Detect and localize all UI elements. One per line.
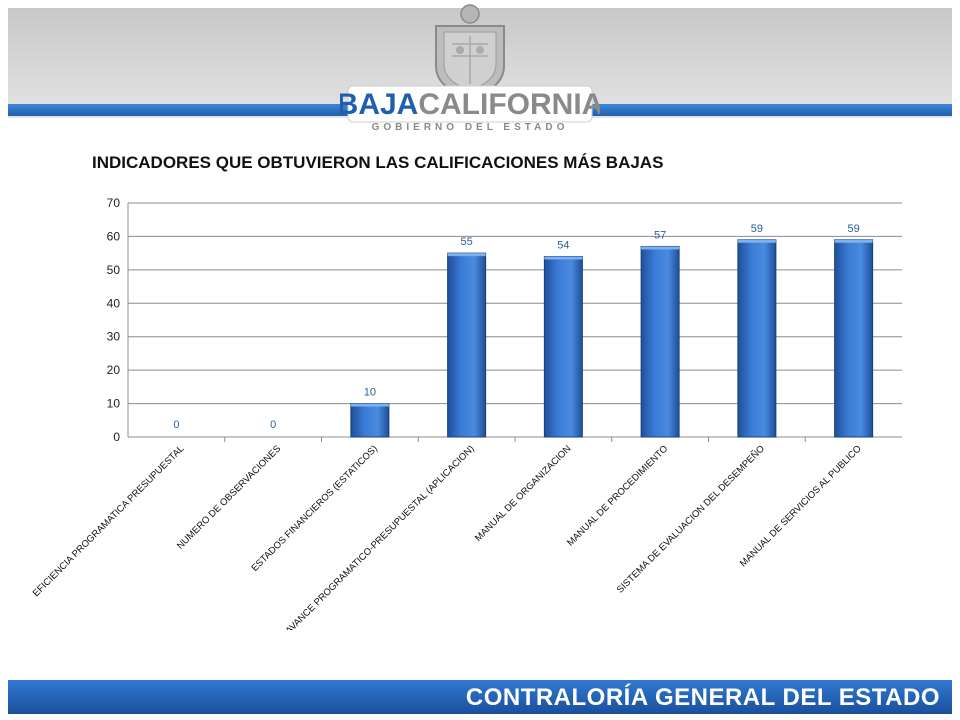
y-tick-label: 30 [107, 330, 121, 344]
coat-of-arms-icon [435, 4, 505, 100]
x-tick-label: NUMERO DE OBSERVACIONES [175, 443, 283, 551]
x-tick-label: AVANCE PROGRAMATICO-PRESUPUESTAL (APLICA… [283, 443, 476, 630]
bar-top-highlight [737, 239, 776, 243]
x-tick-label: MANUAL DE PROCEDIMIENTO [565, 443, 670, 548]
data-label: 55 [461, 236, 473, 248]
data-label: 54 [557, 239, 569, 251]
y-tick-label: 50 [107, 263, 121, 277]
data-label: 0 [173, 419, 179, 431]
bar-top-highlight [641, 246, 680, 250]
footer-band [8, 680, 952, 714]
logo-name: BAJACALIFORNIA [340, 88, 600, 121]
y-tick-label: 60 [107, 229, 121, 243]
baja-california-logo: BAJACALIFORNIA GOBIERNO DEL ESTADO [340, 4, 600, 133]
y-tick-label: 10 [107, 397, 121, 411]
bar [737, 239, 777, 438]
y-tick-label: 70 [107, 196, 121, 210]
bar-top-highlight [447, 253, 486, 257]
data-label: 57 [654, 229, 666, 241]
y-tick-label: 40 [107, 296, 121, 310]
bar [543, 255, 583, 438]
bar-top-highlight [544, 256, 583, 260]
bar [447, 252, 487, 438]
logo-subtitle: GOBIERNO DEL ESTADO [372, 122, 569, 133]
bar-chart: 0 10 20 30 40 50 60 70 0 0 10 55 54 57 59 59 EFICIENCIA … [31, 196, 902, 630]
data-label: 10 [364, 387, 376, 399]
data-label: 59 [751, 223, 763, 235]
x-tick-label: SISTEMA DE EVALUACION DEL DESEMPEÑO [615, 443, 767, 595]
y-tick-label: 0 [113, 430, 120, 444]
x-tick-label: EFICIENCIA PROGRAMATICA PRESUPUESTAL [31, 443, 187, 599]
footer-title: CONTRALORÍA GENERAL DEL ESTADO [465, 684, 940, 711]
x-tick-label: MANUAL DE SERVICIOS AL PUBLICO [738, 443, 864, 569]
x-tick-label: MANUAL DE ORGANIZACION [473, 443, 574, 544]
bar [834, 239, 874, 438]
bar [350, 403, 390, 438]
bar [640, 245, 680, 438]
data-label: 0 [270, 419, 276, 431]
bar-top-highlight [834, 239, 873, 243]
slide-title: INDICADORES QUE OBTUVIERON LAS CALIFICAC… [92, 153, 664, 172]
y-tick-label: 20 [107, 363, 121, 377]
data-label: 59 [848, 223, 860, 235]
bar-top-highlight [350, 403, 389, 407]
